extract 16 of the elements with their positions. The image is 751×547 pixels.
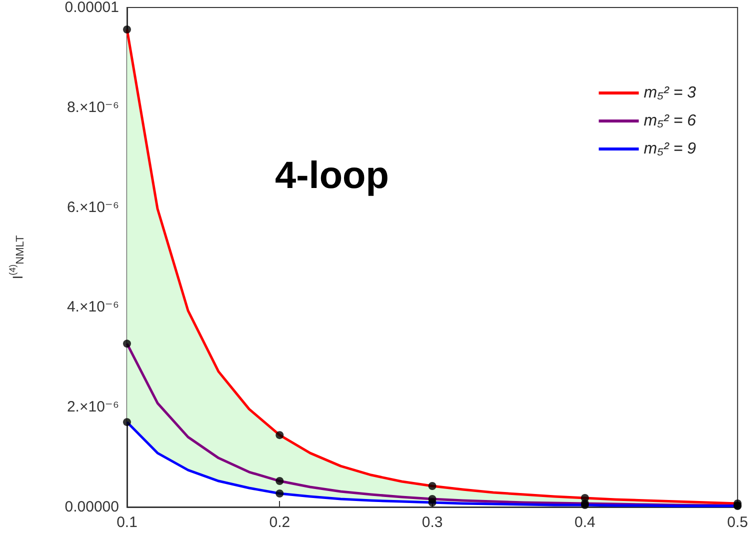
legend-label: m₅² = 6 [644,112,696,130]
y-tick-label: 4.×10⁻⁶ [66,298,119,316]
y-tick-label: 0.00001 [64,0,119,16]
x-tick-label: 0.1 [116,514,138,531]
y-tick-label: 0.00000 [64,498,119,516]
y-tick-label: 6.×10⁻⁶ [66,198,119,216]
y-axis-title: I(4)NMLT [8,234,26,280]
legend-label: m₅² = 9 [644,140,696,158]
x-tick-label: 0.4 [574,514,596,531]
x-tick-label: 0.3 [422,514,443,531]
legend-label: m₅² = 3 [644,84,696,102]
x-tick-label: 0.5 [727,514,748,531]
y-tick-label: 8.×10⁻⁶ [66,98,119,116]
annotation: 4-loop [275,155,389,197]
x-tick-label: 0.2 [269,514,290,531]
y-tick-label: 2.×10⁻⁶ [66,398,119,416]
